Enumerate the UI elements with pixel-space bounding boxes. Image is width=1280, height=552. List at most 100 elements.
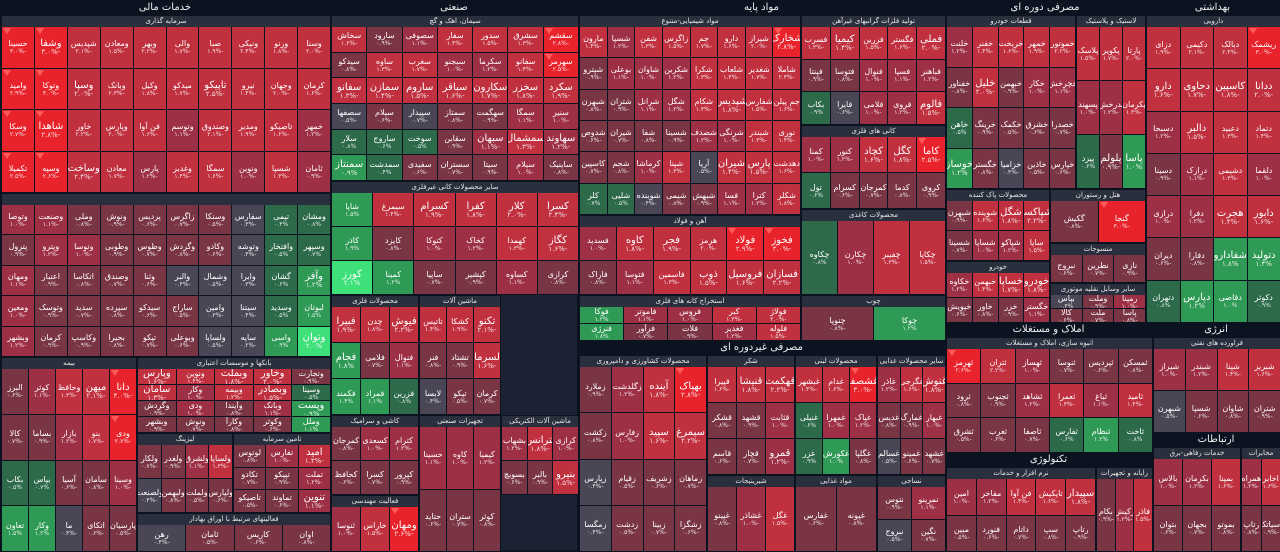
stock-tile[interactable]: سپید-۱.۶% — [644, 413, 675, 458]
stock-tile[interactable]: وطوس-۰.۷% — [134, 235, 166, 264]
stock-tile[interactable]: پدرخش-۱.۲% — [1100, 81, 1122, 134]
stock-tile[interactable]: سمگا-۱.۱% — [508, 104, 542, 129]
stock-tile[interactable]: خمهر-۱.۲% — [298, 110, 330, 151]
stock-tile[interactable]: سپیدار-۰.۷% — [403, 104, 437, 129]
stock-tile[interactable]: دارو-۱.۶% — [718, 27, 745, 57]
stock-tile[interactable]: خودرو-۱.۸% — [1024, 273, 1049, 297]
stock-tile[interactable]: ثمسکن-۰.۸% — [1119, 349, 1152, 383]
stock-tile[interactable]: شوینده-۱.۶% — [973, 201, 998, 230]
stock-tile[interactable]: شرانل-۱.۱% — [635, 90, 662, 120]
stock-tile[interactable]: وسپا-۲.۰% — [68, 69, 100, 110]
stock-tile[interactable]: بموتو-۰.۸% — [1212, 506, 1240, 552]
stock-tile[interactable]: نگین-۰.۷% — [912, 520, 945, 552]
stock-tile[interactable]: ثنوسا-۰.۷% — [1050, 349, 1083, 383]
stock-tile[interactable]: ملت-۰.۷% — [1083, 309, 1114, 322]
stock-tile[interactable]: وکارآ-۰.۸% — [215, 417, 253, 432]
stock-tile[interactable]: خزر-۰.۹% — [999, 298, 1024, 322]
stock-tile[interactable]: غدیس-۰.۸% — [878, 403, 900, 438]
stock-tile[interactable]: زشگزا-۰.۶% — [675, 506, 706, 551]
stock-tile[interactable]: دیران-۰.۶% — [1147, 238, 1180, 279]
stock-tile[interactable]: دحاوی-۱.۷% — [1181, 69, 1214, 110]
stock-tile[interactable]: سپیدار-۱.۸% — [1066, 479, 1095, 515]
stock-tile[interactable]: آسیا-۰.۶% — [56, 461, 82, 506]
stock-tile[interactable]: شتران-۰.۹% — [608, 90, 635, 120]
stock-tile[interactable]: فیوش-۲.۲% — [390, 307, 418, 342]
stock-tile[interactable]: شپنا-۱.۴% — [1218, 349, 1249, 390]
stock-tile[interactable]: فاراک-۰.۸% — [580, 261, 616, 294]
stock-tile[interactable]: سمشمال-۱.۳% — [508, 130, 542, 155]
stock-tile[interactable]: خکمک-۰.۵% — [999, 108, 1024, 148]
stock-tile[interactable]: خلیل-۲.۰% — [973, 68, 998, 108]
stock-tile[interactable]: وکادو-۰.۶% — [199, 235, 231, 264]
stock-tile[interactable]: کفرا-۱.۸% — [456, 193, 496, 226]
stock-tile[interactable]: بنو-۱.۷% — [83, 415, 109, 460]
stock-tile[interactable]: زشریف-۰.۶% — [644, 460, 675, 505]
stock-tile[interactable]: خاور-۲.۲% — [68, 110, 100, 151]
stock-tile[interactable]: ثعمرا-۱.۳% — [1050, 384, 1083, 418]
stock-tile[interactable]: تکنو-۲.۱% — [474, 307, 500, 342]
stock-tile[interactable]: قهکمت-۲.۲% — [766, 367, 794, 402]
stock-tile[interactable]: ددانا-۲.۰% — [1248, 69, 1280, 110]
stock-tile[interactable]: شپدیس-۱.۸% — [718, 90, 745, 120]
stock-tile[interactable]: دسبحا-۱.۲% — [1147, 112, 1180, 153]
stock-tile[interactable]: تاصیکو-۱.۶% — [265, 110, 297, 151]
stock-tile[interactable]: خاور-۰.۸% — [973, 298, 998, 322]
stock-tile[interactable]: وپترو-۱.۲% — [35, 235, 67, 264]
stock-tile[interactable]: لابسا-۰.۴% — [420, 379, 446, 414]
stock-tile[interactable]: شپاکو-۱.۲% — [999, 231, 1024, 260]
stock-tile[interactable]: دابور-۱.۶% — [1248, 196, 1280, 237]
stock-tile[interactable]: زبینا-۰.۷% — [644, 506, 675, 551]
stock-tile[interactable]: غشصفا-۳.۰% — [850, 367, 876, 402]
stock-tile[interactable]: وصنعت-۱.۱% — [35, 205, 67, 234]
stock-tile[interactable]: ساراج-۰.۵% — [167, 296, 199, 325]
stock-tile[interactable]: نبروج-۰.۵% — [878, 520, 911, 552]
stock-tile[interactable]: ورنو-۱.۸% — [265, 27, 297, 68]
stock-tile[interactable]: دالبر-۱.۵% — [1181, 112, 1214, 153]
stock-tile[interactable]: خریخت-۱.۶% — [999, 27, 1024, 67]
stock-tile[interactable]: قپیرا-۱.۶% — [708, 367, 736, 402]
stock-tile[interactable]: شلعاب-۱.۴% — [718, 58, 745, 88]
stock-tile[interactable]: چفیبر-۱.۳% — [874, 221, 909, 294]
stock-tile[interactable]: ونیکی-۲.۴% — [232, 27, 264, 68]
stock-tile[interactable]: بوعلی-۱.۱% — [608, 58, 635, 88]
stock-tile[interactable]: وتوکا-۳.۰% — [35, 69, 67, 110]
stock-tile[interactable]: کچاد-۱.۶% — [860, 137, 888, 172]
stock-tile[interactable]: شاوان-۱.۰% — [635, 58, 662, 88]
stock-tile[interactable]: فجر-۱.۹% — [654, 227, 690, 260]
stock-tile[interactable]: سفارس-۰.۳% — [232, 205, 264, 234]
stock-tile[interactable]: ستران-۰.۷% — [447, 490, 473, 552]
stock-tile[interactable]: دلقما-۱.۰% — [1248, 154, 1280, 195]
stock-tile[interactable]: معادن-۱.۷% — [101, 152, 133, 193]
stock-tile[interactable]: کاوه-۱.۸% — [617, 227, 653, 260]
stock-tile[interactable]: دانا-۳.۰% — [110, 369, 136, 414]
stock-tile[interactable]: سفانو-۱.۴% — [508, 53, 542, 78]
stock-tile[interactable]: کرازی-۰.۸% — [538, 261, 578, 294]
stock-tile[interactable]: شاهدا-۲.۸% — [35, 110, 67, 151]
stock-tile[interactable]: کروی-۰.۹% — [917, 173, 945, 208]
stock-tile[interactable]: غفارس-۰.۶% — [796, 487, 836, 551]
stock-tile[interactable]: ومهان-۲.۶% — [390, 507, 418, 551]
stock-tile[interactable]: خفناور-۰.۸% — [947, 68, 972, 108]
stock-tile[interactable]: سیدکو-۰.۶% — [134, 296, 166, 325]
stock-tile[interactable]: تنوین-۱.۱% — [299, 490, 330, 512]
stock-tile[interactable]: سکارون-۱.۷% — [473, 78, 507, 103]
stock-tile[interactable]: وکاسپ-۰.۹% — [68, 327, 100, 356]
stock-tile[interactable]: وسینا-۱.۰% — [110, 461, 136, 506]
stock-tile[interactable]: خوساز۱.۲% — [947, 149, 972, 189]
stock-tile[interactable]: شرنگی-۱.۰% — [718, 121, 745, 151]
stock-tile[interactable]: تاپکیش-۱.۶% — [1036, 479, 1065, 515]
stock-tile[interactable]: شغدیر-۱.۷% — [746, 58, 773, 88]
stock-tile[interactable]: وتوصا-۱.۰% — [2, 205, 34, 234]
